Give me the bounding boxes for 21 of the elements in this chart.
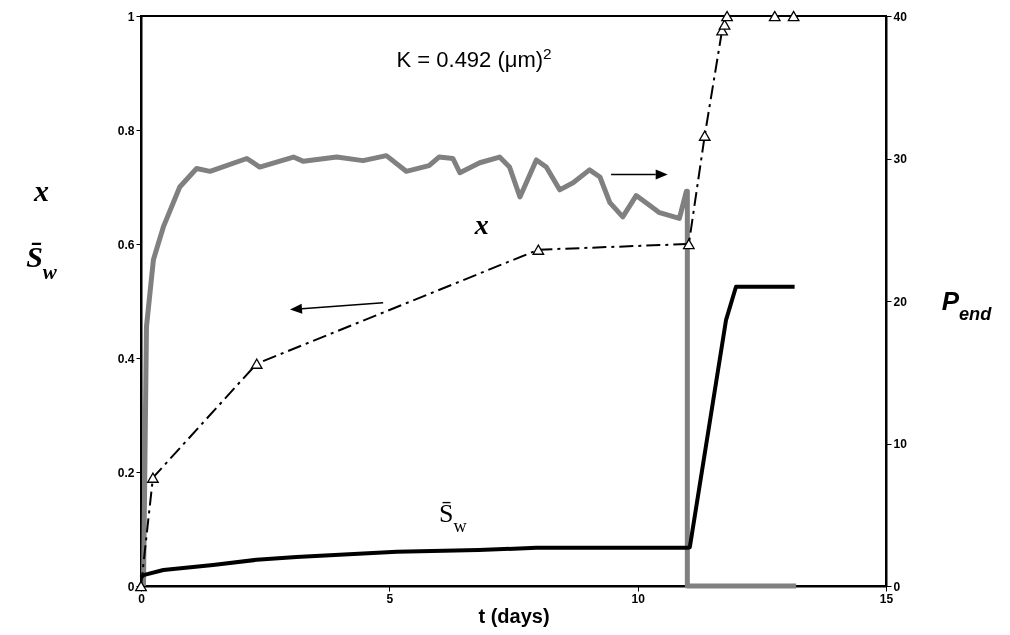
y2-tick-label: 30 [893,152,908,166]
y-tick-label: 0.4 [117,351,135,366]
y2-tick-label: 0 [893,579,901,594]
y2-axis-title: P$_{end}$ [941,285,993,324]
annotation: K = 0.492 (μm)$^{2}$ [396,44,552,72]
y-axis-title: x S̄$_{w}$ [26,173,58,284]
y2-tick-label: 20 [893,294,908,309]
y-tick-label: 0 [127,579,135,594]
series-label: S̄$_{w}$ [439,498,468,536]
x-tick-label: 5 [386,591,394,606]
x-tick-label: 0 [138,591,146,606]
x-tick-label: 15 [879,591,894,606]
y-tick-label: 0.2 [117,465,135,480]
y-tick-label: 1 [127,9,135,24]
series-label: x [473,209,489,241]
y-tick-label: 0.8 [117,123,135,138]
y-tick-label: 0.6 [117,237,135,252]
y2-tick-label: 40 [893,9,908,24]
x-tick-label: 10 [631,591,646,606]
x-axis-title: t (days) [478,604,550,627]
y2-tick-label: 10 [893,437,908,451]
